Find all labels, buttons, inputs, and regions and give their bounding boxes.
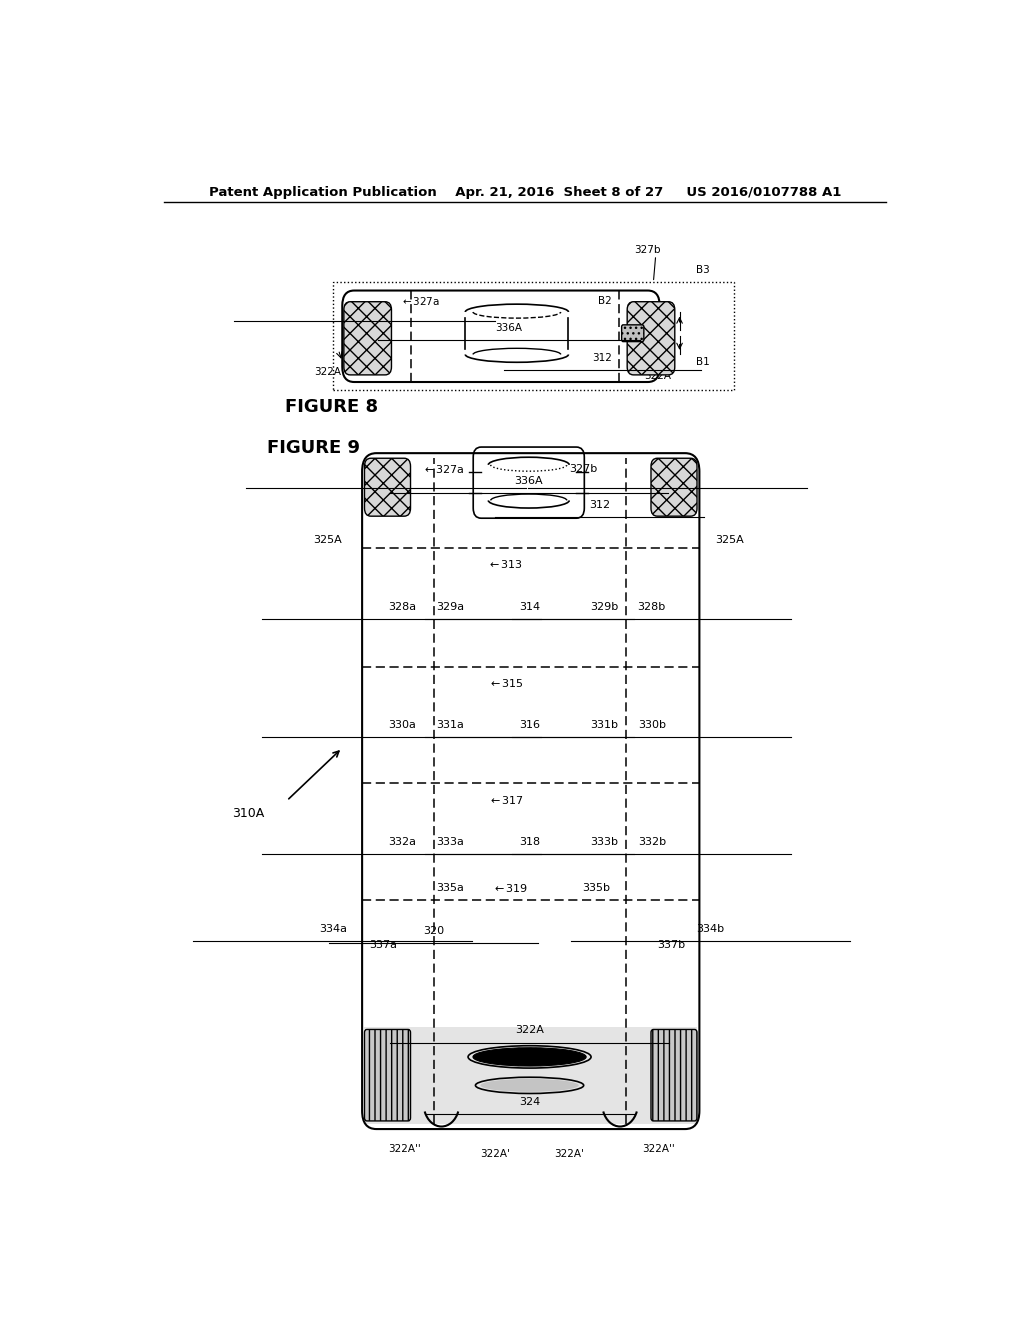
Bar [365,1027,697,1125]
Text: 331a: 331a [436,719,464,730]
Text: B3: B3 [696,265,711,275]
FancyBboxPatch shape [627,302,675,375]
Text: 329a: 329a [436,602,464,612]
Text: 318: 318 [519,837,540,847]
Text: FIGURE 8: FIGURE 8 [285,399,378,416]
FancyBboxPatch shape [344,302,391,375]
Text: 332b: 332b [638,837,666,847]
Text: 330a: 330a [388,719,416,730]
Text: 314: 314 [519,602,540,612]
Text: 316: 316 [519,719,540,730]
Text: 310A: 310A [232,808,265,821]
Text: 336A: 336A [496,323,522,333]
Text: FIGURE 9: FIGURE 9 [267,440,359,457]
Text: 322A: 322A [645,371,672,381]
Text: 332a: 332a [388,837,416,847]
Text: 336A: 336A [514,475,543,486]
FancyBboxPatch shape [651,1030,697,1121]
Ellipse shape [480,1078,579,1092]
Ellipse shape [473,1048,586,1067]
Text: 334b: 334b [696,924,725,933]
Text: 322A': 322A' [479,1150,510,1159]
Text: 337a: 337a [370,940,397,950]
FancyBboxPatch shape [365,1030,411,1121]
Text: 324: 324 [519,1097,541,1106]
Text: $\leftarrow$319: $\leftarrow$319 [493,882,528,894]
Text: 322A'': 322A'' [388,1144,421,1155]
Text: B2: B2 [598,296,611,306]
Text: 335a: 335a [436,883,464,894]
Text: 331b: 331b [590,719,618,730]
Text: $\leftarrow$317: $\leftarrow$317 [487,793,523,805]
Text: 322A': 322A' [554,1150,584,1159]
Text: 328a: 328a [388,602,416,612]
Text: 320: 320 [423,925,444,936]
Text: 325A: 325A [313,535,342,545]
Text: 312: 312 [589,500,610,510]
Text: $\leftarrow$327a: $\leftarrow$327a [422,463,465,475]
Text: 327b: 327b [569,465,598,474]
Text: 328b: 328b [638,602,666,612]
Text: 330b: 330b [638,719,666,730]
Text: 322A: 322A [314,367,341,376]
FancyBboxPatch shape [651,458,697,516]
Text: 327b: 327b [635,246,662,255]
Text: 334a: 334a [318,924,347,933]
Text: 312: 312 [593,352,612,363]
Text: B1: B1 [696,356,711,367]
Text: 325A: 325A [715,535,744,545]
Text: 335b: 335b [583,883,610,894]
Text: Patent Application Publication    Apr. 21, 2016  Sheet 8 of 27     US 2016/01077: Patent Application Publication Apr. 21, … [209,186,841,199]
FancyBboxPatch shape [365,458,411,516]
Text: 326a: 326a [372,470,400,480]
Bar [333,282,733,391]
Text: 326b: 326b [653,470,682,480]
Text: 337b: 337b [657,940,686,950]
Text: $\leftarrow$327a: $\leftarrow$327a [400,294,440,306]
Text: 329b: 329b [590,602,618,612]
Text: $\leftarrow$313: $\leftarrow$313 [487,558,523,570]
FancyBboxPatch shape [622,325,644,342]
Text: 326a: 326a [351,304,378,314]
Text: 322A'': 322A'' [642,1144,675,1155]
Text: 322A: 322A [515,1026,544,1035]
Text: 333a: 333a [436,837,464,847]
Text: 333b: 333b [590,837,618,847]
Text: $\leftarrow$315: $\leftarrow$315 [487,677,523,689]
